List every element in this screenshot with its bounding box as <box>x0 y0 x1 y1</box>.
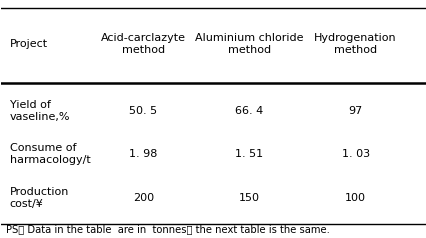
Text: Yield of
vaseline,%: Yield of vaseline,% <box>10 100 70 122</box>
Text: 200: 200 <box>132 193 154 203</box>
Text: 150: 150 <box>239 193 259 203</box>
Text: PS： Data in the table  are in  tonnes， the next table is the same.: PS： Data in the table are in tonnes， the… <box>6 224 329 234</box>
Text: Production
cost/¥: Production cost/¥ <box>10 187 69 208</box>
Text: Aluminium chloride
method: Aluminium chloride method <box>195 33 303 55</box>
Text: Project: Project <box>10 39 48 49</box>
Text: 100: 100 <box>344 193 365 203</box>
Text: Acid-carclazyte
method: Acid-carclazyte method <box>101 33 186 55</box>
Text: 66. 4: 66. 4 <box>235 106 263 116</box>
Text: 1. 98: 1. 98 <box>129 149 157 159</box>
Text: 1. 03: 1. 03 <box>341 149 369 159</box>
Text: Consume of
harmacology/t: Consume of harmacology/t <box>10 144 90 165</box>
Text: 1. 51: 1. 51 <box>235 149 263 159</box>
Text: Hydrogenation
method: Hydrogenation method <box>314 33 396 55</box>
Text: 97: 97 <box>348 106 362 116</box>
Text: 50. 5: 50. 5 <box>129 106 157 116</box>
